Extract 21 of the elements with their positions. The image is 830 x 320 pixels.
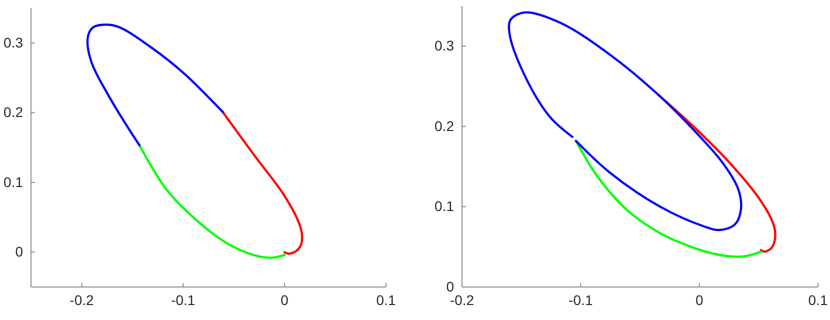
x-tick-label: -0.1	[171, 292, 196, 308]
y-tick-label: 0.3	[4, 34, 24, 50]
x-tick-label: 0.1	[376, 292, 396, 308]
x-tick-label: -0.2	[450, 292, 474, 308]
x-tick-label: -0.2	[70, 292, 94, 308]
y-tick-label: 0.3	[434, 38, 454, 54]
y-tick-label: 0	[446, 278, 454, 294]
line-series	[138, 144, 286, 259]
y-tick-label: 0.1	[4, 174, 24, 190]
y-tick-label: 0.1	[434, 198, 454, 214]
line-series	[86, 24, 224, 147]
line-series	[574, 140, 762, 258]
line-series	[222, 110, 304, 255]
x-tick-label: -0.1	[568, 292, 593, 308]
y-tick-label: 0.2	[434, 118, 454, 134]
y-tick-label: 0	[15, 244, 24, 260]
y-tick-label: 0.2	[4, 104, 24, 120]
x-tick-label: 0	[280, 292, 289, 308]
line-series	[508, 11, 742, 232]
x-tick-label: 0	[695, 292, 704, 308]
x-tick-label: 0.1	[808, 292, 828, 308]
